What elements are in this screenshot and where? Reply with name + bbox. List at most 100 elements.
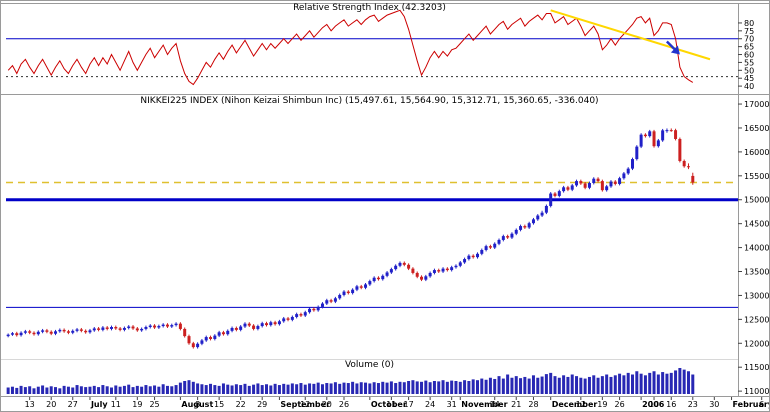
volume-bar: [411, 380, 415, 394]
volume-bar: [506, 374, 510, 394]
candle-body: [566, 187, 570, 190]
candle-body: [338, 294, 342, 299]
volume-bar: [109, 387, 113, 394]
volume-bar: [191, 381, 195, 394]
candle-body: [247, 323, 251, 326]
volume-bar: [226, 384, 230, 394]
candle-body: [506, 236, 510, 238]
candle-body: [622, 173, 626, 179]
volume-bar: [161, 384, 165, 394]
candle-body: [101, 327, 105, 330]
volume-bar: [600, 376, 604, 394]
candle-body: [570, 185, 574, 190]
candle-body: [174, 323, 178, 326]
x-axis-label: 12: [300, 400, 310, 409]
candle-body: [299, 314, 303, 316]
candle-body: [618, 178, 622, 184]
candle-body: [497, 239, 501, 244]
candle-body: [153, 325, 157, 328]
x-axis-label: 15: [214, 400, 224, 409]
rsi-divergence-trendline: [550, 9, 711, 61]
x-axis-label: September: [280, 400, 330, 409]
volume-bar: [359, 382, 363, 394]
candle-body: [514, 229, 518, 234]
candle-body: [536, 215, 540, 220]
candle-body: [260, 323, 264, 327]
candle-body: [312, 308, 316, 311]
volume-bar: [338, 383, 342, 394]
volume-bar: [277, 385, 281, 394]
x-axis-label: 12: [576, 400, 586, 409]
y-axis-label: 50: [744, 66, 754, 75]
candle-body: [97, 328, 101, 330]
candle-body: [325, 300, 329, 304]
volume-bar: [234, 384, 238, 394]
volume-bar: [286, 384, 290, 394]
volume-bar: [144, 385, 148, 394]
x-axis-label: 20: [46, 400, 56, 409]
candle-body: [519, 226, 523, 230]
candle-body: [295, 314, 299, 317]
volume-bar: [583, 378, 587, 394]
volume-bar: [213, 385, 217, 394]
candle-body: [648, 131, 652, 137]
y-axis-label: 13500: [744, 268, 769, 277]
volume-bar: [260, 385, 264, 394]
candle-body: [196, 343, 200, 348]
candle-body: [92, 328, 96, 331]
volume-bar: [217, 385, 221, 394]
candle-body: [234, 327, 238, 330]
volume-bar: [28, 386, 32, 394]
volume-bar: [531, 375, 535, 394]
volume-bar: [75, 385, 79, 394]
volume-bar: [170, 386, 174, 394]
candle-body: [114, 327, 118, 329]
volume-bar: [364, 382, 368, 394]
volume-bar: [196, 383, 200, 394]
volume-bar: [368, 383, 372, 394]
volume-bar: [402, 382, 406, 394]
candle-body: [540, 212, 544, 216]
volume-bar: [265, 384, 269, 394]
candle-body: [420, 276, 424, 280]
y-axis-label: 16000: [744, 148, 769, 157]
candle-body: [187, 336, 191, 344]
candle-body: [484, 246, 488, 250]
volume-bar: [445, 381, 449, 394]
x-axis-label: August: [181, 400, 213, 409]
volume-bar: [471, 379, 475, 394]
candle-body: [549, 193, 553, 206]
volume-bar: [316, 382, 320, 394]
candle-body: [178, 323, 182, 329]
y-axis-label: 80: [744, 19, 754, 28]
candle-body: [398, 262, 402, 266]
candle-body: [445, 268, 449, 271]
volume-bar: [678, 368, 682, 394]
y-axis-label: 45: [744, 74, 754, 83]
candle-body: [432, 270, 436, 273]
volume-bar: [247, 385, 251, 394]
volume-bar: [575, 376, 579, 394]
volume-bar: [355, 383, 359, 394]
candle-body: [230, 327, 234, 331]
candle-body: [579, 181, 583, 184]
candle-body: [394, 265, 398, 270]
volume-bar: [204, 385, 208, 394]
candle-body: [6, 334, 10, 337]
volume-bar: [273, 383, 277, 394]
candle-body: [450, 267, 454, 271]
y-axis-label: 40: [744, 82, 754, 91]
x-axis-label: 11: [111, 400, 121, 409]
volume-bar: [114, 385, 118, 394]
candle-body: [652, 131, 656, 147]
candle-body: [656, 140, 660, 147]
volume-bar: [79, 386, 83, 394]
volume-bar: [613, 375, 617, 394]
candle-body: [333, 298, 337, 302]
volume-bar: [381, 381, 385, 394]
volume-bar: [385, 382, 389, 394]
volume-bar: [153, 385, 157, 394]
volume-bar: [256, 383, 260, 394]
volume-bar: [635, 371, 639, 394]
